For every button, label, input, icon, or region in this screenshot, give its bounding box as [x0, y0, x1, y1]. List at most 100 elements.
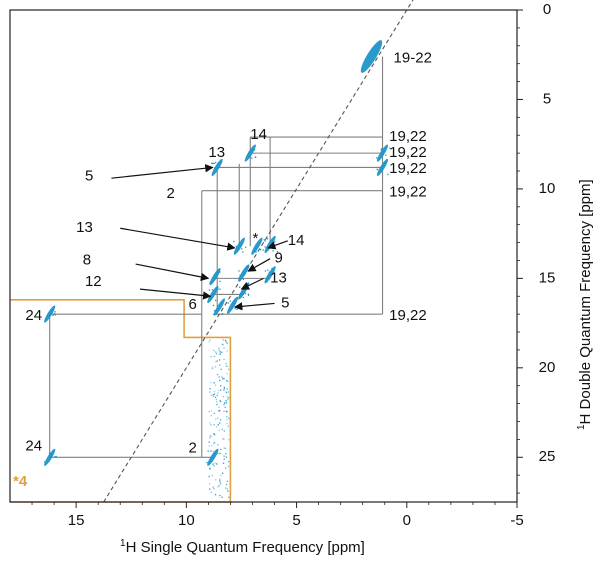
noise-dot	[213, 488, 215, 490]
noise-dot	[213, 412, 215, 414]
noise-dot	[219, 479, 221, 481]
noise-dot	[216, 394, 218, 397]
noise-dot	[223, 438, 225, 440]
noise-dot	[210, 381, 212, 384]
annotation-label: 6	[189, 296, 197, 313]
x-tick-label: 0	[403, 512, 411, 529]
noise-dot	[222, 339, 224, 341]
peak-speckle	[212, 162, 214, 165]
noise-dot	[223, 403, 225, 406]
annotation-label: 2	[189, 439, 197, 456]
peak-speckle	[242, 251, 244, 253]
noise-dot	[216, 486, 219, 488]
annotation-label: 19,22	[389, 144, 427, 161]
noise-dot	[226, 365, 228, 367]
noise-dot	[223, 458, 225, 460]
annotation-label: 5	[281, 294, 289, 311]
peak-speckle	[54, 456, 56, 458]
noise-dot	[219, 399, 221, 402]
noise-dot	[216, 401, 218, 403]
peak-speckle	[209, 281, 211, 283]
noise-dot	[228, 439, 230, 441]
peak-speckle	[217, 270, 219, 273]
noise-dot	[226, 416, 228, 418]
peak-marker	[360, 40, 383, 73]
noise-dot	[210, 415, 212, 417]
peak-speckle	[214, 167, 216, 169]
noise-dot	[221, 351, 223, 353]
correlation-lines	[49, 56, 384, 458]
noise-dot	[210, 491, 212, 494]
x-tick-label: -5	[510, 512, 523, 529]
noise-dot	[215, 361, 217, 363]
noise-dot	[215, 353, 218, 355]
noise-dot	[224, 467, 227, 469]
noise-dot	[213, 390, 216, 392]
noise-dot	[226, 480, 228, 482]
noise-dot	[219, 364, 221, 366]
noise-dot	[220, 448, 222, 451]
peak-speckle	[48, 452, 51, 454]
noise-dot	[213, 382, 215, 384]
noise-dot	[214, 493, 217, 496]
noise-dot	[223, 386, 225, 389]
noise-dot	[212, 450, 215, 453]
noise-dot	[225, 402, 228, 404]
peak-speckle	[257, 249, 260, 251]
noise-dot	[208, 475, 210, 478]
peak-speckle	[238, 277, 240, 279]
noise-dot	[219, 379, 221, 381]
noise-dot	[226, 373, 228, 375]
noise-dot	[226, 342, 228, 344]
noise-dot	[218, 376, 220, 378]
peak-speckle	[274, 241, 276, 243]
peak-speckle	[266, 281, 268, 283]
peak-speckle	[216, 463, 218, 465]
noise-dot	[209, 388, 211, 390]
noise-dot	[209, 391, 211, 393]
x-axis-label: 1H Single Quantum Frequency [ppm]	[120, 538, 365, 556]
peak-speckle	[218, 271, 220, 274]
noise-dot	[213, 433, 215, 435]
annotation-label: 13	[208, 144, 225, 161]
peak-speckle	[221, 313, 224, 315]
peak-marker	[251, 237, 263, 255]
noise-dot	[226, 388, 228, 390]
x-axis: 15 10 5 0 -5	[31, 502, 524, 529]
peak-speckle	[54, 314, 56, 316]
peak-speckle	[380, 167, 382, 169]
annotation-arrow	[240, 277, 264, 290]
peak-marker	[213, 298, 225, 316]
peak-speckle	[242, 296, 244, 299]
peak-speckle	[219, 280, 221, 283]
peak-speckle	[227, 302, 229, 304]
plot-frame	[9, 9, 518, 503]
noise-dot	[226, 411, 228, 413]
peak-speckle	[248, 156, 250, 158]
peak-speckle	[214, 277, 216, 279]
noise-dot	[225, 391, 227, 393]
noise-dot	[213, 433, 216, 436]
noise-dot	[218, 485, 220, 487]
peak-speckle	[382, 152, 384, 154]
peak-speckle	[264, 240, 266, 242]
peak-speckle	[217, 288, 219, 290]
annotation-label: 9	[275, 250, 283, 267]
peak-speckle	[272, 250, 274, 252]
annotation-label: 12	[85, 273, 102, 290]
noise-dot	[226, 488, 228, 490]
noise-dot	[210, 424, 212, 426]
noise-dot	[223, 447, 225, 449]
noise-dot	[214, 396, 217, 398]
peak-speckle	[241, 248, 243, 250]
annotation-arrow	[139, 288, 212, 300]
noise-dot	[208, 411, 210, 413]
peak-speckle	[219, 288, 221, 290]
noise-dot	[217, 444, 219, 446]
noise-dot	[225, 362, 227, 365]
peak-speckle	[263, 239, 265, 241]
noise-dot	[219, 351, 221, 353]
peak-speckle	[210, 293, 213, 295]
peak-speckle	[54, 311, 56, 313]
